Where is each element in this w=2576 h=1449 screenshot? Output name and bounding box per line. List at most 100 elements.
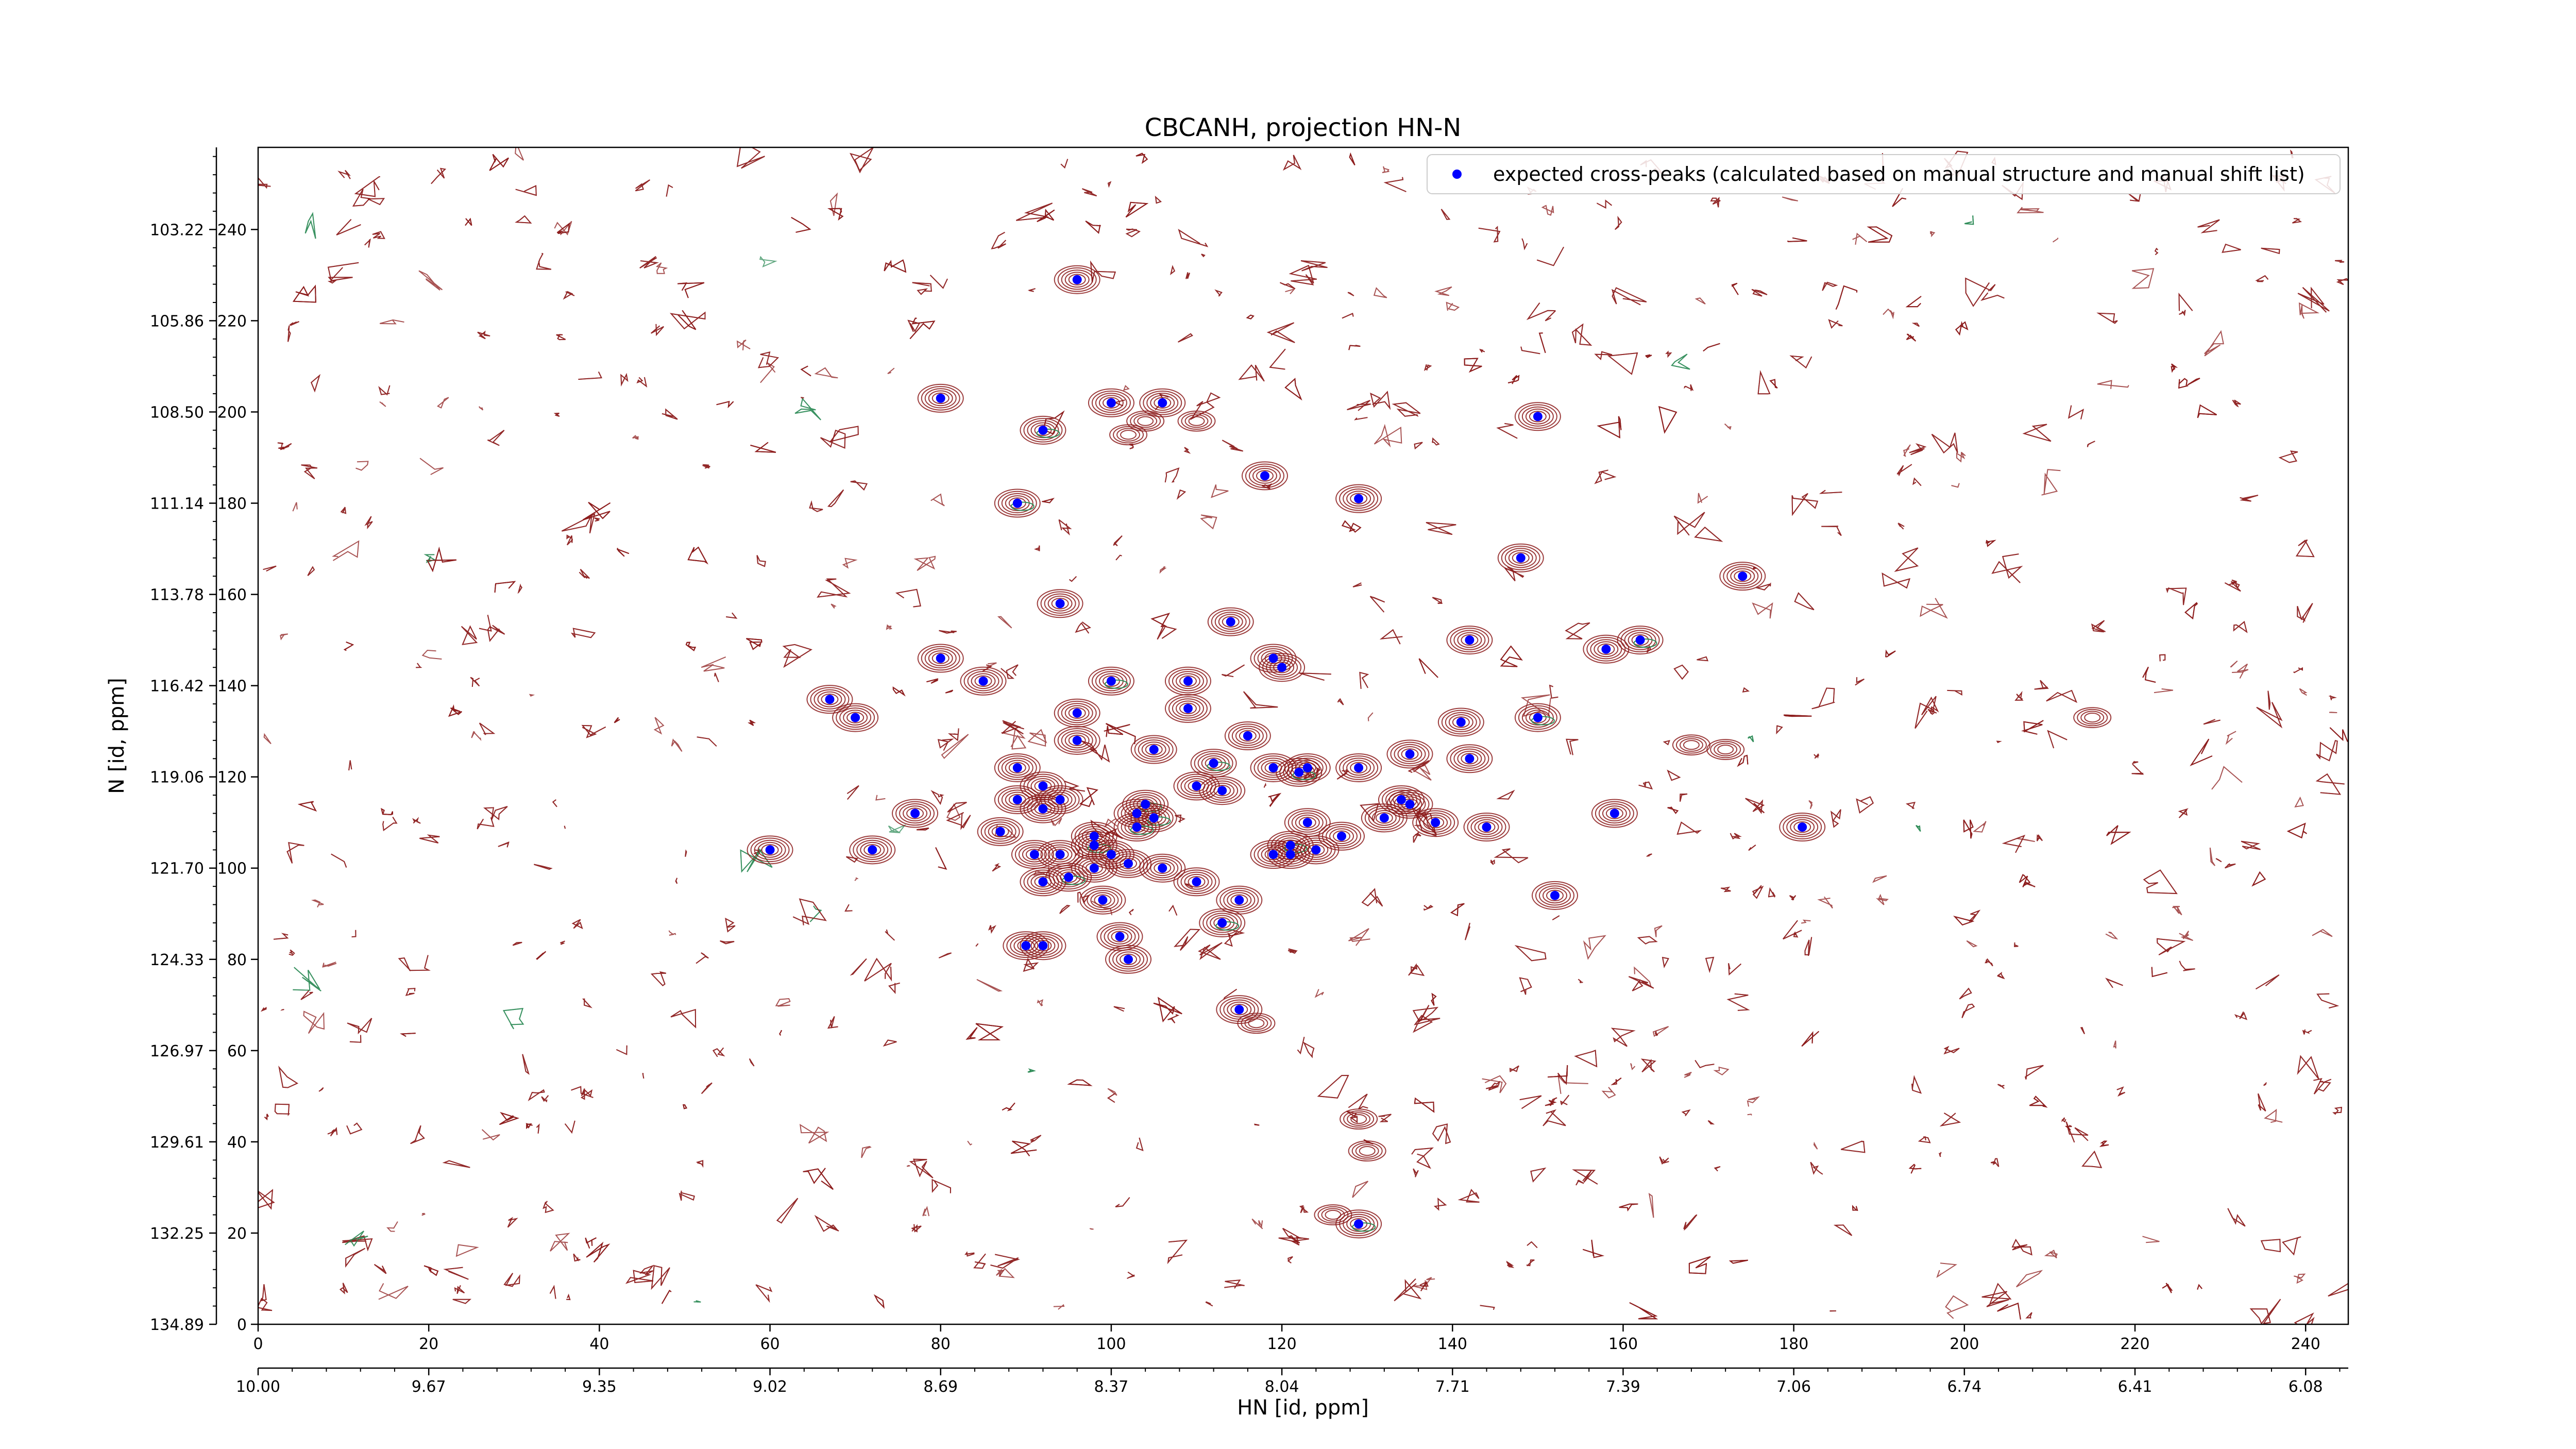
x-ppm-tick-label: 8.04 — [1265, 1378, 1299, 1396]
noise-contour — [1125, 228, 1141, 238]
peak-contour — [1314, 1204, 1352, 1225]
x-index-tick-label: 160 — [1608, 1335, 1638, 1353]
noise-contour — [2016, 1270, 2043, 1288]
peak-contour — [1248, 1018, 1265, 1029]
noise-contour — [307, 566, 315, 576]
cross-peak-marker — [1192, 781, 1201, 791]
y-ppm-tick-label: 103.22 — [150, 221, 204, 239]
noise-contour — [827, 489, 844, 508]
noise-contour — [1287, 1235, 1309, 1246]
noise-contour — [421, 1212, 426, 1216]
peak-contour — [821, 693, 839, 705]
noise-contour — [1280, 282, 1295, 290]
noise-contour — [757, 351, 779, 368]
noise-contour — [1432, 597, 1443, 604]
noise-contour — [850, 958, 867, 976]
peak-contour — [1014, 842, 1054, 867]
noise-contour — [2061, 1117, 2066, 1123]
y-ppm-tick-label: 126.97 — [150, 1042, 204, 1060]
peak-contour — [1355, 1144, 1379, 1158]
noise-contour — [494, 581, 516, 593]
noise-contour — [263, 565, 277, 572]
noise-contour — [1369, 596, 1385, 613]
peak-contour — [1726, 566, 1759, 586]
cross-peak-marker — [1055, 795, 1065, 804]
noise-contour — [1813, 1141, 1818, 1150]
noise-contour — [620, 373, 629, 387]
peak-contour — [1287, 810, 1327, 835]
peak-contour — [1457, 632, 1482, 648]
noise-contour — [1658, 406, 1677, 434]
peak-contour — [832, 703, 879, 732]
peak-contour — [1252, 467, 1277, 484]
noise-contour — [1571, 323, 1592, 346]
noise-contour — [1107, 1093, 1115, 1103]
peak-contour — [1227, 1001, 1252, 1018]
noise-contour — [1997, 1084, 2005, 1089]
noise-contour — [716, 400, 734, 409]
noise-contour — [1630, 1063, 1636, 1071]
noise-contour — [1128, 908, 1134, 916]
noise-contour — [1268, 793, 1281, 807]
x-ppm-tick-label: 8.37 — [1094, 1378, 1129, 1396]
noise-contour — [1297, 1037, 1305, 1055]
peak-contour — [1453, 748, 1486, 769]
peak-contour — [1248, 465, 1281, 486]
noise-contour — [443, 1267, 469, 1280]
noise-contour — [1178, 333, 1193, 343]
noise-contour — [1336, 769, 1350, 780]
peak-contour — [1450, 628, 1489, 652]
peak-contour — [1446, 626, 1493, 655]
noise-contour — [1289, 264, 1317, 285]
noise-contour — [1214, 289, 1223, 297]
peak-contour — [1064, 732, 1090, 749]
cross-peak-marker — [1609, 808, 1619, 818]
cross-peak-marker — [1533, 412, 1543, 422]
noise-contour — [1224, 1279, 1245, 1289]
noise-contour — [1920, 598, 1948, 619]
noise-contour — [1167, 1014, 1179, 1023]
noise-contour — [1434, 286, 1452, 296]
noise-contour — [2025, 1312, 2032, 1319]
cross-peak-marker — [1141, 799, 1150, 809]
peak-contour — [1514, 402, 1561, 431]
peak-contour — [1096, 922, 1143, 951]
noise-contour — [1667, 769, 1681, 781]
noise-contour — [1374, 424, 1402, 448]
noise-contour — [297, 801, 317, 812]
negative-contour — [1531, 716, 1555, 726]
noise-contour — [1090, 260, 1116, 283]
noise-contour — [382, 816, 398, 832]
peak-contour — [1714, 743, 1738, 756]
noise-contour — [1001, 664, 1019, 679]
noise-contour — [477, 330, 490, 340]
noise-contour — [552, 799, 557, 807]
noise-contour — [1688, 1256, 1711, 1274]
noise-contour — [740, 848, 773, 873]
noise-contour — [2230, 660, 2238, 668]
noise-contour — [2225, 731, 2236, 745]
noise-contour — [304, 212, 316, 239]
cross-peak-marker — [1277, 663, 1287, 672]
noise-contour — [861, 1145, 872, 1158]
noise-contour — [1713, 1066, 1730, 1076]
noise-contour — [1997, 972, 2005, 980]
noise-contour — [582, 501, 611, 520]
noise-contour — [635, 179, 651, 192]
noise-contour — [1908, 1164, 1922, 1174]
noise-contour — [2313, 1078, 2332, 1094]
noise-contour — [339, 1283, 348, 1294]
peak-contour — [994, 488, 1041, 518]
peak-contour — [1081, 860, 1107, 877]
noise-contour — [549, 1285, 556, 1299]
noise-contour — [427, 546, 456, 572]
peak-contour — [1339, 755, 1379, 780]
peak-contour — [1094, 894, 1112, 906]
noise-contour — [1246, 314, 1255, 319]
noise-contour — [1042, 498, 1055, 503]
peak-contour — [1109, 851, 1148, 876]
noise-contour — [1314, 989, 1324, 998]
noise-contour — [1828, 319, 1843, 329]
noise-contour — [1852, 232, 1868, 245]
peak-contour — [1213, 785, 1231, 797]
